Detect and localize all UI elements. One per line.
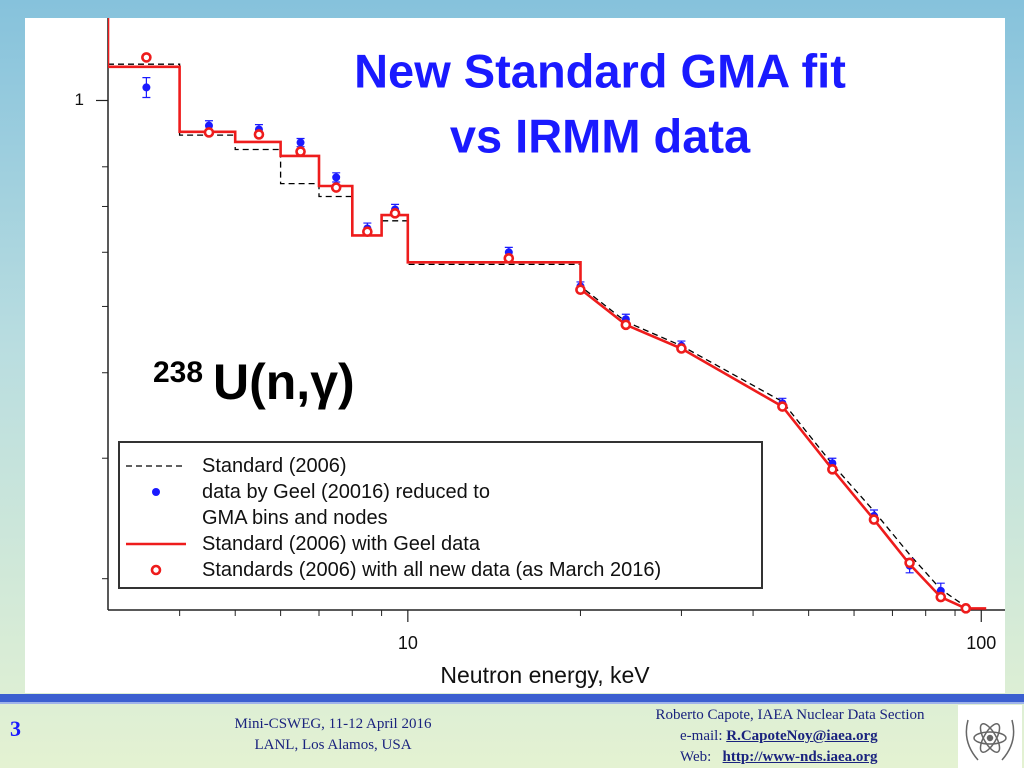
legend-swatch-box bbox=[150, 564, 162, 576]
legend-label: data by Geel (20016) reduced to GMA bins… bbox=[202, 481, 490, 529]
data-point bbox=[330, 182, 342, 193]
email-link[interactable]: R.CapoteNoy@iaea.org bbox=[726, 728, 878, 744]
data-point bbox=[141, 52, 152, 63]
axes: 1 10 100 bbox=[75, 18, 1005, 653]
author: Roberto Capote, IAEA Nuclear Data Sectio… bbox=[655, 707, 925, 723]
web-label: Web: bbox=[680, 749, 712, 765]
legend-swatch-box bbox=[126, 542, 186, 546]
legend-swatch-box bbox=[152, 488, 160, 496]
data-point bbox=[362, 226, 373, 238]
data-point bbox=[503, 252, 515, 264]
legend-label: Standard (2006) with Geel data bbox=[202, 533, 480, 555]
data-point bbox=[296, 138, 305, 147]
data-point bbox=[777, 401, 788, 412]
legend-label: Standard (2006) bbox=[202, 455, 347, 477]
legend-swatch-box bbox=[126, 465, 186, 467]
series-line bbox=[108, 18, 987, 610]
email-label: e-mail: bbox=[680, 728, 723, 744]
legend-entry: data by Geel (20016) reduced to GMA bins… bbox=[120, 479, 761, 531]
legend-entry: Standards (2006) with all new data (as M… bbox=[120, 557, 761, 583]
data-point bbox=[868, 514, 880, 525]
legend-swatch bbox=[152, 488, 160, 496]
data-point bbox=[203, 127, 215, 138]
data-point bbox=[332, 173, 341, 182]
chart-title: New Standard GMA fit bbox=[354, 44, 846, 97]
x-axis-label: Neutron energy, keV bbox=[440, 662, 650, 688]
data-point bbox=[142, 83, 151, 92]
event: Mini-CSWEG, 11-12 April 2016 bbox=[234, 716, 432, 732]
y-tick-label: 1 bbox=[75, 90, 84, 109]
plot-area bbox=[108, 18, 987, 614]
email-row: e-mail: R.CapoteNoy@iaea.org bbox=[680, 728, 878, 745]
legend: Standard (2006) data by Geel (20016) redu… bbox=[118, 441, 763, 589]
legend-swatch bbox=[150, 564, 162, 576]
legend-entry: Standard (2006) with Geel data bbox=[120, 531, 761, 557]
event: LANL, Los Alamos, USA bbox=[254, 737, 412, 753]
page-number: 3 bbox=[10, 716, 21, 741]
data-point bbox=[935, 591, 947, 603]
legend-entry: Standard (2006) bbox=[120, 453, 761, 479]
series-line bbox=[108, 63, 967, 608]
chart-title: vs IRMM data bbox=[450, 109, 751, 162]
legend-label: Standards (2006) with all new data (as M… bbox=[202, 559, 662, 581]
annotation-mass: 238 bbox=[153, 356, 203, 389]
data-point bbox=[295, 146, 306, 157]
data-point bbox=[827, 464, 838, 475]
data-point bbox=[253, 129, 265, 140]
annotation: U(n,γ) bbox=[213, 354, 355, 410]
x-tick-label: 10 bbox=[398, 633, 418, 653]
data-point bbox=[575, 284, 586, 295]
data-point bbox=[904, 557, 915, 569]
logo bbox=[958, 705, 1022, 768]
data-point bbox=[676, 343, 687, 354]
footer-bar bbox=[0, 694, 1024, 704]
web-row: Web: http://www-nds.iaea.org bbox=[680, 749, 878, 766]
data-point bbox=[389, 208, 401, 219]
data-point bbox=[620, 319, 632, 331]
web-link[interactable]: http://www-nds.iaea.org bbox=[722, 749, 878, 765]
data-point bbox=[960, 603, 972, 614]
x-tick-label: 100 bbox=[966, 633, 996, 653]
